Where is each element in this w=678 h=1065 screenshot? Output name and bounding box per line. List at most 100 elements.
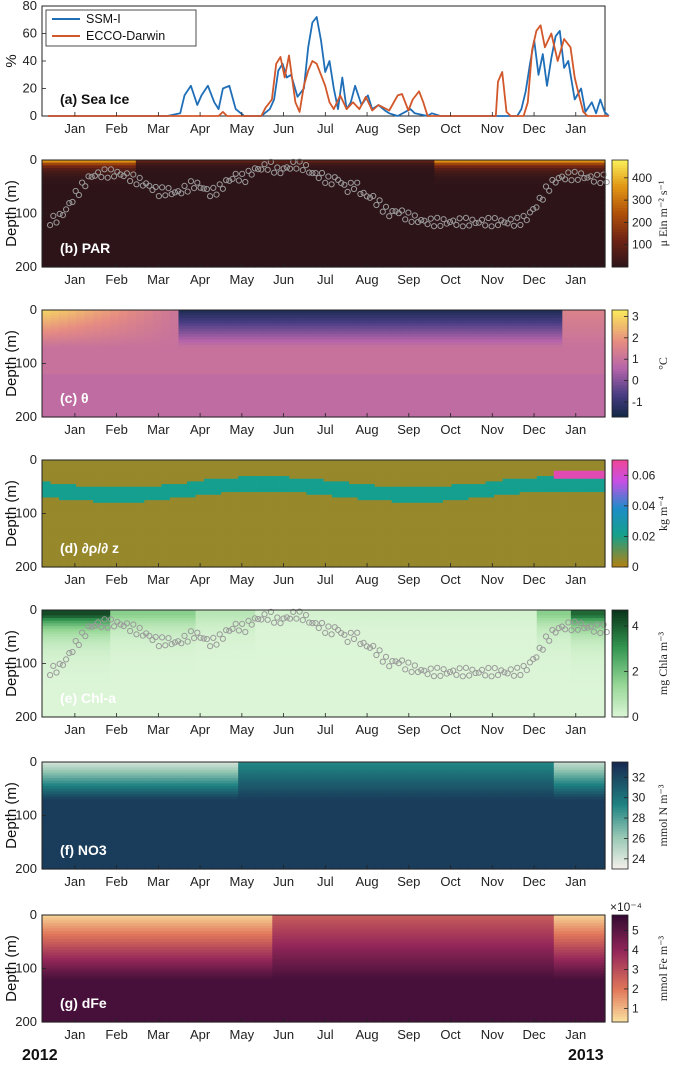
heatmap-cell — [357, 320, 367, 324]
heatmap-cell — [332, 350, 342, 354]
heatmap-cell — [42, 387, 52, 391]
heatmap-cell — [272, 250, 282, 255]
heatmap-cell — [400, 414, 410, 418]
mixed-layer-depth-point — [581, 175, 588, 182]
heatmap-cell — [459, 200, 470, 204]
heatmap-cell — [383, 253, 393, 257]
mixed-layer-depth-point — [56, 210, 63, 217]
colorbar-step — [612, 186, 628, 190]
month-tick-label: Mar — [147, 272, 170, 287]
heatmap-cell — [442, 355, 453, 359]
heatmap-cell — [579, 205, 589, 209]
heatmap-cell — [323, 210, 333, 215]
heatmap-cell — [494, 178, 504, 182]
heatmap-cell — [178, 178, 188, 182]
heatmap-cell — [357, 398, 367, 402]
heatmap-cell — [246, 334, 256, 338]
heatmap-cell — [511, 264, 521, 268]
heatmap-cell — [59, 173, 69, 177]
heatmap-cell — [314, 355, 325, 359]
heatmap-cell — [366, 261, 376, 265]
heatmap-cell — [272, 213, 282, 217]
heatmap-cell — [50, 366, 60, 370]
heatmap-cell — [528, 208, 538, 212]
heatmap-cell — [408, 411, 418, 415]
heatmap-cell — [59, 312, 69, 316]
heatmap-cell — [434, 181, 444, 185]
heatmap-cell — [272, 197, 282, 201]
heatmap-cell — [280, 264, 290, 268]
heatmap-cell — [332, 160, 342, 164]
heatmap-cell — [528, 168, 538, 172]
heatmap-cell — [536, 170, 546, 174]
heatmap-cell — [289, 200, 299, 204]
heatmap-cell — [101, 408, 111, 413]
heatmap-cell — [238, 248, 248, 252]
heatmap-cell — [229, 347, 239, 351]
heatmap-cell — [587, 192, 598, 196]
heatmap-cell — [306, 390, 316, 394]
heatmap-cell — [519, 208, 529, 212]
heatmap-cell — [357, 234, 367, 239]
heatmap-cell — [127, 384, 137, 389]
heatmap-cell — [238, 256, 248, 260]
heatmap-cell — [204, 253, 214, 257]
heatmap-cell — [366, 229, 376, 233]
heatmap-cell — [93, 234, 103, 239]
heatmap-cell — [332, 192, 342, 196]
heatmap-cell — [263, 366, 273, 370]
heatmap-cell — [366, 406, 376, 410]
heatmap-cell — [272, 336, 282, 341]
heatmap-cell — [536, 162, 546, 166]
heatmap-cell — [178, 202, 188, 207]
heatmap-cell — [76, 200, 86, 204]
heatmap-cell — [204, 406, 214, 410]
heatmap-cell — [127, 229, 137, 233]
heatmap-cell — [451, 258, 461, 263]
heatmap-cell — [67, 208, 77, 212]
heatmap-cell — [195, 160, 205, 164]
heatmap-cell — [391, 178, 401, 182]
heatmap-cell — [178, 350, 188, 354]
heatmap-cell — [289, 315, 299, 319]
heatmap-cell — [118, 398, 128, 402]
heatmap-cell — [553, 261, 563, 265]
heatmap-cell — [314, 210, 325, 215]
heatmap-cell — [366, 237, 376, 241]
heatmap-cell — [50, 336, 60, 341]
heatmap-cell — [349, 339, 359, 343]
heatmap-cell — [204, 347, 214, 351]
heatmap-cell — [84, 256, 94, 260]
heatmap-cell — [135, 256, 145, 260]
heatmap-cell — [221, 336, 231, 341]
heatmap-cell — [169, 360, 180, 365]
heatmap-cell — [332, 323, 342, 327]
heatmap-cell — [596, 176, 606, 180]
heatmap-cell — [391, 334, 401, 338]
mixed-layer-depth-point — [88, 173, 95, 180]
heatmap-cell — [76, 368, 86, 373]
mixed-layer-depth-point — [239, 170, 246, 177]
heatmap-cell — [579, 168, 589, 172]
heatmap-cell — [357, 382, 367, 386]
heatmap-cell — [323, 398, 333, 402]
heatmap-cell — [263, 331, 273, 335]
heatmap-cell — [545, 261, 555, 265]
heatmap-cell — [204, 224, 214, 228]
heatmap-cell — [169, 406, 180, 410]
heatmap-cell — [314, 264, 325, 268]
heatmap-cell — [59, 234, 69, 239]
heatmap-cell — [84, 366, 94, 370]
heatmap-cell — [323, 323, 333, 327]
heatmap-cell — [383, 160, 393, 164]
heatmap-cell — [187, 323, 197, 327]
heatmap-cell — [204, 173, 214, 177]
heatmap-cell — [391, 192, 401, 196]
heatmap-cell — [50, 205, 60, 209]
heatmap-cell — [76, 202, 86, 207]
heatmap-cell — [255, 160, 265, 164]
mixed-layer-depth-point — [328, 181, 335, 188]
heatmap-cell — [152, 162, 163, 166]
heatmap-cell — [297, 342, 308, 346]
heatmap-cell — [417, 248, 427, 252]
